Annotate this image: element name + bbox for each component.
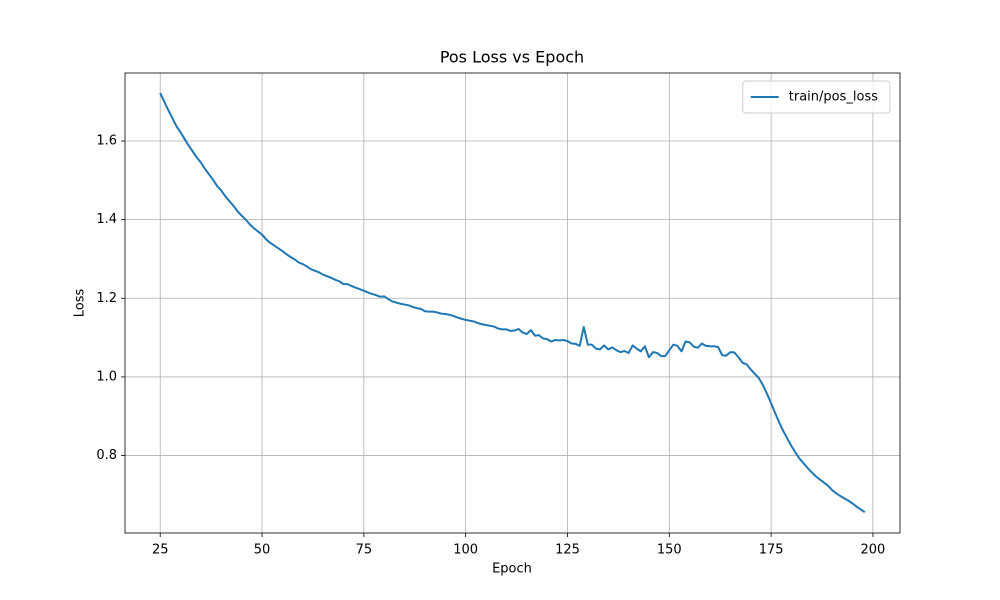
data-line	[159, 92, 866, 513]
x-tick-label: 150	[657, 543, 682, 558]
x-tick-label: 125	[555, 543, 580, 558]
y-axis-label: Loss	[73, 289, 88, 318]
x-tick-label: 75	[356, 543, 373, 558]
y-tick-label: 1.2	[96, 291, 117, 306]
legend: train/pos_loss	[742, 80, 891, 114]
x-tick-label: 175	[759, 543, 784, 558]
legend-label: train/pos_loss	[789, 90, 878, 105]
x-tick-label: 50	[254, 543, 271, 558]
legend-box	[742, 80, 891, 114]
x-axis-label: Epoch	[492, 562, 532, 577]
x-tick-label: 100	[453, 543, 478, 558]
y-tick-label: 1.4	[96, 212, 117, 227]
y-tick-label: 1.6	[96, 134, 117, 149]
x-tick-label: 200	[861, 543, 886, 558]
chart-title: Pos Loss vs Epoch	[440, 48, 584, 67]
x-tick-label: 25	[152, 543, 169, 558]
y-tick-label: 1.0	[96, 369, 117, 384]
plot-frame	[124, 72, 901, 534]
y-tick-label: 0.8	[96, 448, 117, 463]
